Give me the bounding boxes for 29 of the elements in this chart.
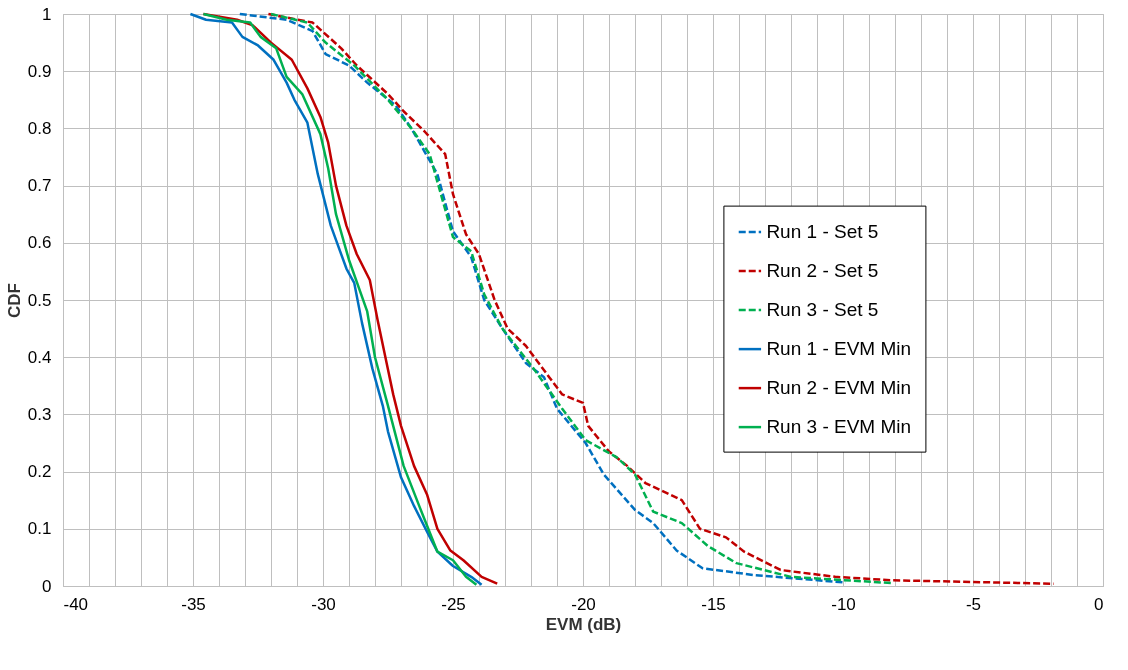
y-axis-title: CDF (4, 283, 24, 318)
x-tick-label: -35 (181, 594, 206, 614)
x-tick-label: -40 (63, 594, 89, 614)
x-tick-label: -10 (831, 594, 856, 614)
legend-label: Run 1 - Set 5 (766, 221, 879, 243)
y-tick-label: 0.3 (27, 404, 52, 424)
y-tick-label: 0.5 (27, 290, 52, 310)
legend-label: Run 2 - Set 5 (766, 260, 879, 282)
x-tick-label: -20 (571, 594, 596, 614)
y-tick-label: 0.7 (27, 176, 52, 196)
y-tick-label: 0.1 (27, 519, 52, 539)
x-tick-label: -25 (441, 594, 466, 614)
y-tick-label: 0.6 (27, 233, 52, 253)
legend-label: Run 3 - Set 5 (766, 299, 879, 321)
y-tick-label: 0.8 (27, 118, 52, 138)
y-tick-label: 0 (42, 576, 52, 596)
x-axis-title: EVM (dB) (545, 614, 622, 634)
legend-label: Run 3 - EVM Min (766, 416, 912, 438)
line-series (267, 12, 1055, 585)
x-tick-label: 0 (1094, 594, 1104, 614)
legend-label: Run 2 - EVM Min (766, 377, 912, 399)
x-tick-label: -5 (965, 594, 982, 614)
legend-label: Run 1 - EVM Min (766, 338, 912, 360)
y-tick-label: 0.2 (27, 462, 52, 482)
y-tick-label: 1 (42, 4, 52, 24)
x-tick-label: -30 (311, 594, 336, 614)
y-tick-label: 0.4 (27, 347, 52, 367)
x-tick-label: -15 (701, 594, 726, 614)
y-tick-label: 0.9 (27, 61, 52, 81)
